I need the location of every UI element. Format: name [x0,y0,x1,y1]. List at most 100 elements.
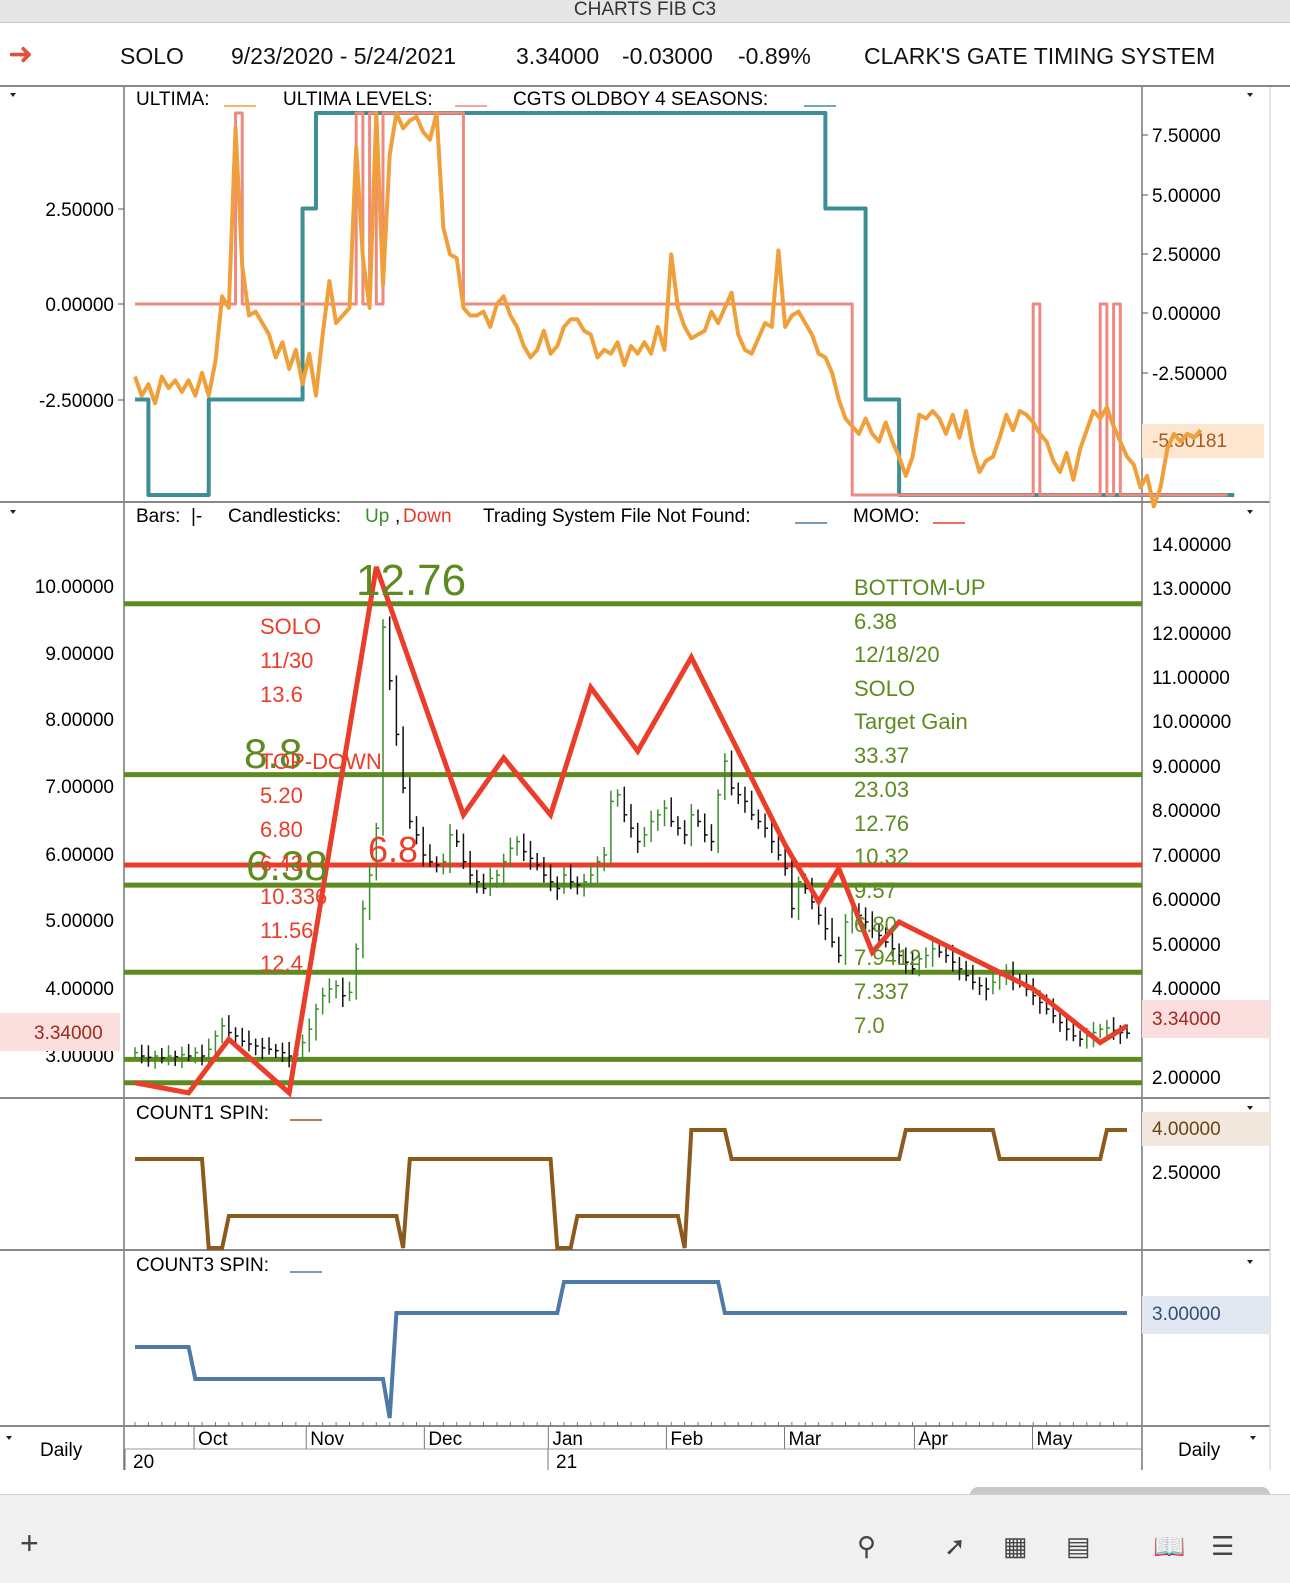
bu-line: BOTTOM-UP [854,575,986,600]
top-down-column: SOLO 11/30 13.6 TOP-DOWN 5.20 6.80 6.43 … [260,614,382,976]
panel-menu-icons[interactable] [6,93,1256,1440]
osc-right-axis: 7.50000 5.00000 2.50000 0.00000 -2.50000 [1142,126,1227,385]
bu-line: 9.57 [854,878,897,903]
td-line: 12.4 [260,951,303,976]
tick-label: -2.50000 [39,391,114,412]
tick-label: 2.00000 [1152,1068,1221,1089]
ultima-legend: ULTIMA: ULTIMA LEVELS: CGTS OLDBOY 4 SEA… [136,89,836,110]
period-left[interactable]: Daily [40,1440,83,1461]
momo-line [134,566,1129,1098]
td-line: 6.43 [260,851,303,876]
tick-label: 14.00000 [1152,535,1231,556]
legend-count3: COUNT3 SPIN: [136,1255,269,1276]
bu-line: 23.03 [854,777,909,802]
price-right-axis: 14.00000 13.00000 12.00000 11.00000 10.0… [1152,535,1231,1089]
tick-label: 7.50000 [1152,126,1221,147]
annotation-1276: 12.76 [356,556,466,605]
ultima-last-badge: -5.30181 [1142,424,1264,458]
tick-label: 5.00000 [45,911,114,932]
legend-bars: Bars: [136,506,180,527]
svg-text:,: , [395,506,400,527]
bu-line: 7.337 [854,979,909,1004]
menu-icon[interactable]: ☰ [1211,1531,1235,1561]
tick-label: 2.50000 [45,200,114,221]
period-right[interactable]: Daily [1178,1440,1221,1461]
chart-area[interactable]: ULTIMA: ULTIMA LEVELS: CGTS OLDBOY 4 SEA… [0,87,1290,1492]
td-line: TOP-DOWN [260,749,382,774]
tick-label: 9.00000 [45,644,114,665]
count1-legend: COUNT1 SPIN: [136,1103,322,1124]
tick-label: 10.00000 [35,577,114,598]
last-price: 3.34000 [516,43,600,69]
count1-right-axis: 4.00000 2.50000 [1142,1112,1270,1184]
legend-up: Up [365,506,389,527]
badge-text: 3.00000 [1152,1304,1221,1325]
tick-label: 5.00000 [1152,935,1221,956]
price-legend: Bars: |- Candlesticks: Up , Down Trading… [136,506,965,527]
search-icon[interactable]: ⚲ [857,1531,877,1561]
td-line: SOLO [260,614,321,639]
tick-label: 12.00000 [1152,624,1231,645]
window-title: CHARTS FIB C3 [0,0,1290,23]
bu-line: 6.80 [854,912,897,937]
tick-label: 9.00000 [1152,757,1221,778]
tick-label: 13.00000 [1152,579,1231,600]
annotation-88: 8.8 [244,730,302,777]
bu-line: 10.32 [854,844,909,869]
plus-icon[interactable]: + [20,1525,39,1561]
tick-label: 11.00000 [1152,668,1230,689]
count1-line [135,1128,1127,1250]
tick-label: 2.50000 [1152,1163,1221,1184]
book-icon[interactable]: 📖 [1153,1531,1186,1561]
td-line: 13.6 [260,682,303,707]
panel-icon[interactable]: ▤ [1066,1531,1091,1561]
tick-label: 2.50000 [1152,245,1221,266]
count3-legend: COUNT3 SPIN: [136,1255,322,1276]
tick-label: 6.00000 [45,845,114,866]
line-chart-icon[interactable]: ➚ [944,1531,966,1561]
legend-ultima: ULTIMA: [136,89,210,110]
bottom-up-column: BOTTOM-UP 6.38 12/18/20 SOLO Target Gain… [854,575,986,1038]
left-last-price: 3.34000 [34,1023,103,1044]
year-label: 20 [133,1452,154,1473]
legend-bars-glyph: |- [191,506,202,527]
price-last-badges: 3.34000 3.34000 [0,1000,1270,1051]
symbol-header: ➜ SOLO 9/23/2020 - 5/24/2021 3.34000 -0.… [0,23,1290,87]
ultima-line [133,111,1203,509]
symbol-label[interactable]: SOLO [120,43,184,69]
bu-line: SOLO [854,676,915,701]
bottom-toolbar: + ⚲ ➚ ▦ ▤ 📖 ☰ [0,1494,1290,1583]
month-label: Oct [198,1429,228,1450]
legend-oldboy: CGTS OLDBOY 4 SEASONS: [513,89,768,110]
tick-label: 10.00000 [1152,712,1231,733]
oscillator-lines [133,111,1235,509]
legend-momo: MOMO: [853,506,920,527]
month-label: Apr [918,1429,948,1450]
count3-line [135,1280,1127,1419]
tick-label: 4.00000 [1152,979,1221,1000]
td-line: 5.20 [260,783,303,808]
tick-label: 4.00000 [45,979,114,1000]
tick-label: 8.00000 [1152,801,1221,822]
price-change-pct: -0.89% [738,43,811,69]
month-label: Mar [789,1429,822,1450]
tick-label: 5.00000 [1152,186,1221,207]
td-line: 6.80 [260,817,303,842]
system-name: CLARK'S GATE TIMING SYSTEM [864,43,1216,69]
price-left-axis: 10.00000 9.00000 8.00000 7.00000 6.00000… [35,577,114,1067]
month-label: Jan [552,1429,583,1450]
date-range: 9/23/2020 - 5/24/2021 [231,43,457,69]
arrow-right-icon[interactable]: ➜ [8,38,34,71]
td-line: 11.56 [260,918,313,943]
month-label: May [1037,1429,1073,1450]
legend-ultima-levels: ULTIMA LEVELS: [283,89,433,110]
legend-down: Down [403,506,452,527]
annotation-638: 6.38 [246,842,328,889]
bu-line: 12.76 [854,811,909,836]
count3-badge: 3.00000 [1142,1296,1270,1334]
bu-line: 6.38 [854,609,897,634]
td-line: 10.336 [260,884,327,909]
grid-icon[interactable]: ▦ [1003,1531,1028,1561]
fib-annotations: 12.76 8.8 6.38 6.8 SOLO 11/30 13.6 TOP-D… [244,556,986,1038]
td-line: 11/30 [260,648,313,673]
